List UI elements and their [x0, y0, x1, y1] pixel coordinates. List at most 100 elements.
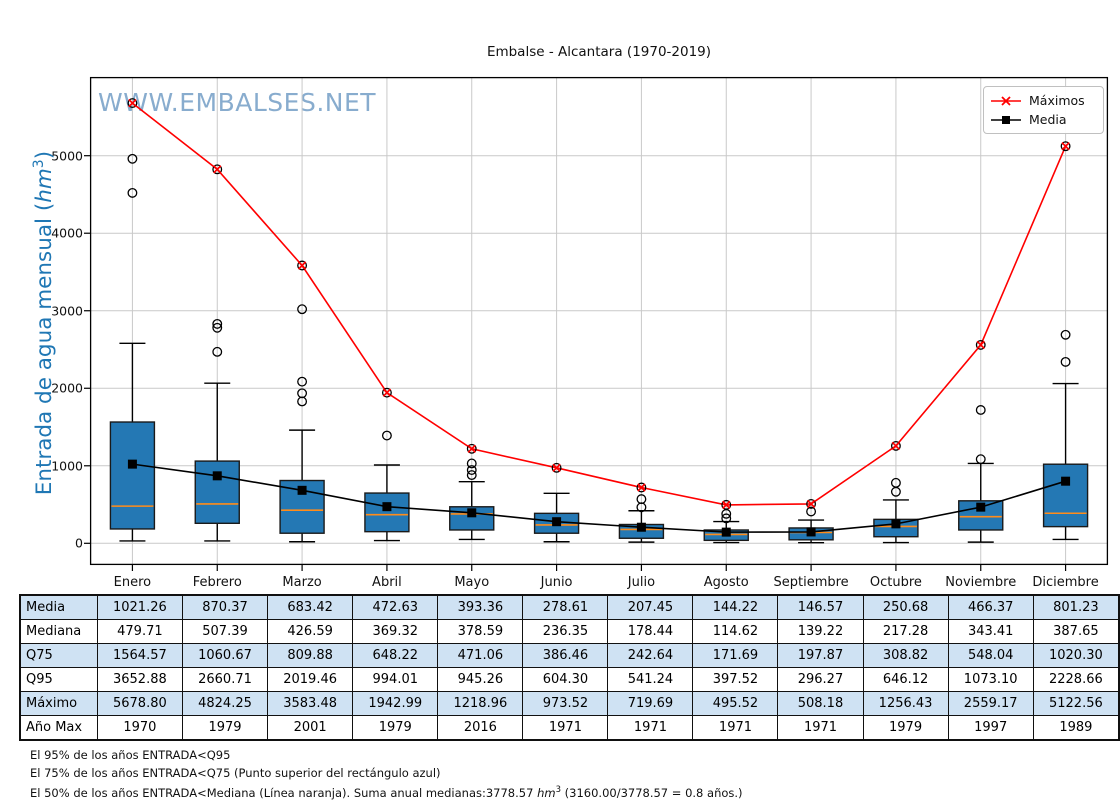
table-cell: 870.37	[181, 594, 269, 620]
table-row-label: Máximo	[19, 691, 98, 716]
table-cell: 1060.67	[181, 643, 269, 668]
table-cell: 139.22	[777, 619, 864, 644]
footnote-mediana: El 50% de los años ENTRADA<Mediana (Líne…	[30, 785, 743, 800]
x-tick-label: Junio	[540, 575, 573, 590]
table-row: Q75 1564.57 1060.67 809.88 648.22 471.06 386.4…	[19, 643, 1120, 668]
table-cell: 2001	[267, 715, 354, 741]
footnote-unit: hm	[537, 785, 556, 800]
plot-area	[84, 76, 1109, 571]
table-cell: 1979	[181, 715, 269, 741]
x-tick-label: Marzo	[282, 575, 322, 590]
table-cell: 2559.17	[947, 691, 1034, 716]
y-tick-label: 3000	[51, 303, 83, 319]
table-cell: 426.59	[267, 619, 354, 644]
table-cell: 178.44	[607, 619, 694, 644]
table-cell: 1073.10	[947, 667, 1034, 692]
table-row: Máximo 5678.80 4824.25 3583.48 1942.99 1218.9…	[19, 691, 1120, 716]
x-tick-label: Abril	[372, 575, 402, 590]
table-cell: 369.32	[352, 619, 439, 644]
y-axis-unit: hm	[32, 168, 58, 203]
table-cell: 508.18	[777, 691, 864, 716]
x-tick-label: Octubre	[869, 575, 922, 590]
x-tick-label: Mayo	[454, 575, 490, 590]
table-cell: 1942.99	[352, 691, 439, 716]
legend-item-media: Media	[990, 110, 1097, 129]
x-tick-label: Febrero	[192, 575, 242, 590]
table-cell: 1997	[947, 715, 1034, 741]
table-cell: 250.68	[862, 594, 949, 620]
table-cell: 393.36	[437, 594, 524, 620]
x-tick-label: Septiembre	[773, 575, 849, 590]
table-cell: 1564.57	[96, 643, 183, 668]
table-cell: 1256.43	[862, 691, 949, 716]
table-cell: 541.24	[607, 667, 694, 692]
table-cell: 343.41	[947, 619, 1034, 644]
footnote-q75: El 75% de los años ENTRADA<Q75 (Punto su…	[30, 766, 441, 780]
table-cell: 207.45	[607, 594, 694, 620]
table-cell: 604.30	[522, 667, 609, 692]
table-cell: 3652.88	[96, 667, 183, 692]
table-row-label: Q95	[19, 667, 98, 692]
table-cell: 479.71	[96, 619, 183, 644]
chart-title: Embalse - Alcantara (1970-2019)	[486, 44, 712, 60]
x-tick-label: Noviembre	[945, 575, 1017, 590]
legend-label-media: Media	[1029, 112, 1067, 127]
table-cell: 1989	[1032, 715, 1120, 741]
table-cell: 1218.96	[437, 691, 524, 716]
legend-label-maximos: Máximos	[1029, 93, 1085, 108]
table-cell: 217.28	[862, 619, 949, 644]
x-tick-label: Enero	[113, 575, 152, 590]
legend-item-maximos: Máximos	[990, 91, 1097, 110]
table-cell: 472.63	[352, 594, 439, 620]
table-cell: 308.82	[862, 643, 949, 668]
table-cell: 3583.48	[267, 691, 354, 716]
table-cell: 1020.30	[1032, 643, 1120, 668]
table-row: Media 1021.26 870.37 683.42 472.63 393.36 278.…	[19, 594, 1120, 620]
table-cell: 471.06	[437, 643, 524, 668]
table-cell: 1021.26	[96, 594, 183, 620]
table-cell: 386.46	[522, 643, 609, 668]
table-cell: 296.27	[777, 667, 864, 692]
table-cell: 242.64	[607, 643, 694, 668]
table-cell: 646.12	[862, 667, 949, 692]
table-cell: 378.59	[437, 619, 524, 644]
table-cell: 2228.66	[1032, 667, 1120, 692]
table-cell: 144.22	[692, 594, 779, 620]
table-cell: 1971	[522, 715, 609, 741]
table-cell: 146.57	[777, 594, 864, 620]
table-cell: 495.52	[692, 691, 779, 716]
table-row: Año Max 1970 1979 2001 1979 2016 1971 1971 1971 1…	[19, 715, 1120, 741]
table-cell: 994.01	[352, 667, 439, 692]
max-line-x-icon	[991, 95, 1021, 106]
y-tick-label: 0	[75, 535, 83, 551]
table-cell: 2016	[437, 715, 524, 741]
table-cell: 1971	[777, 715, 864, 741]
table-cell: 1971	[692, 715, 779, 741]
table-cell: 171.69	[692, 643, 779, 668]
table-cell: 945.26	[437, 667, 524, 692]
x-tick-label: Julio	[627, 575, 656, 590]
table-cell: 683.42	[267, 594, 354, 620]
table-cell: 466.37	[947, 594, 1034, 620]
table-row: Mediana 479.71 507.39 426.59 369.32 378.59 236…	[19, 619, 1120, 644]
table-cell: 5678.80	[96, 691, 183, 716]
table-cell: 197.87	[777, 643, 864, 668]
table-cell: 387.65	[1032, 619, 1120, 644]
mean-line-square-icon	[991, 115, 1021, 124]
x-tick-label: Agosto	[703, 575, 749, 590]
table-cell: 5122.56	[1032, 691, 1120, 716]
y-tick-label: 1000	[51, 458, 83, 474]
table-row-label: Mediana	[19, 619, 98, 644]
table-row-label: Año Max	[19, 715, 98, 741]
table-cell: 719.69	[607, 691, 694, 716]
y-axis-label-text: Entrada de agua mensual (	[32, 202, 58, 496]
table-cell: 973.52	[522, 691, 609, 716]
table-row: Q95 3652.88 2660.71 2019.46 994.01 945.26 604.…	[19, 667, 1120, 692]
x-tick-label: Diciembre	[1032, 575, 1099, 590]
table-row-label: Q75	[19, 643, 98, 668]
footnote-mediana-close: (3160.00/3778.57 = 0.8 años.)	[561, 785, 743, 800]
y-tick-label: 5000	[51, 148, 83, 164]
table-cell: 548.04	[947, 643, 1034, 668]
footnote-q95: El 95% de los años ENTRADA<Q95	[30, 748, 231, 762]
table-cell: 2660.71	[181, 667, 269, 692]
